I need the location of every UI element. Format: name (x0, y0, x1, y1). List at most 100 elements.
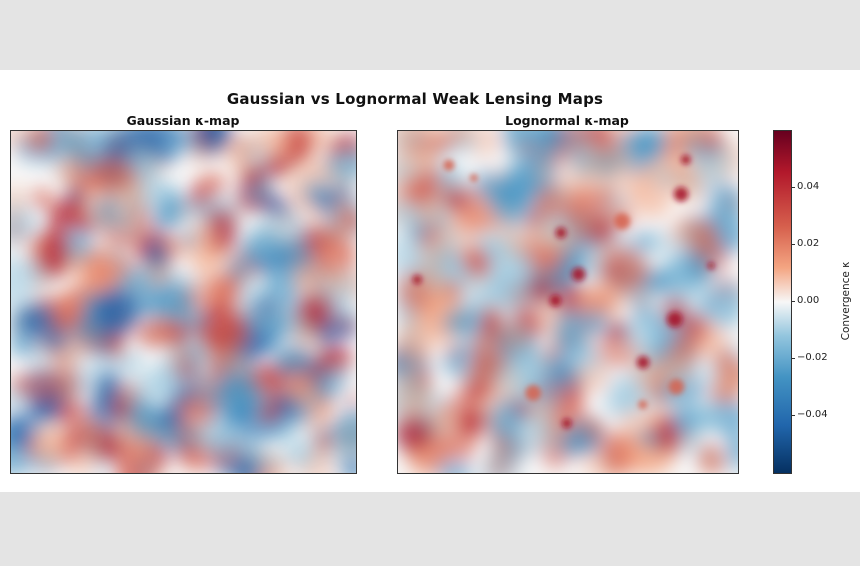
kappa-peak (638, 400, 648, 410)
gaussian-map-title: Gaussian κ-map (126, 113, 240, 128)
kappa-field-cell (199, 131, 233, 151)
kappa-field-cell (545, 356, 570, 384)
kappa-field-cell (96, 287, 140, 334)
kappa-field-cell (16, 302, 57, 331)
kappa-field-cell (137, 210, 152, 232)
kappa-field-cell (430, 136, 446, 152)
kappa-field-cell (158, 358, 193, 395)
kappa-field-cell (270, 131, 292, 161)
kappa-field-cell (398, 270, 431, 314)
kappa-field-cell (553, 184, 571, 204)
kappa-field-cell (272, 344, 315, 377)
kappa-peak (470, 174, 478, 182)
kappa-field-cell (11, 185, 26, 218)
colorbar-tick-mark (791, 187, 795, 188)
kappa-field-cell (504, 320, 532, 353)
kappa-field-cell (627, 131, 667, 163)
kappa-field-cell (686, 402, 725, 432)
kappa-field-cell (11, 412, 37, 449)
kappa-field-cell (590, 294, 612, 311)
kappa-field-cell (299, 176, 333, 202)
kappa-field-cell (111, 399, 130, 421)
kappa-field-cell (433, 357, 447, 375)
kappa-field-cell (11, 335, 41, 357)
kappa-field-cell (725, 430, 738, 465)
kappa-field-cell (443, 131, 474, 144)
kappa-field-cell (691, 140, 734, 183)
kappa-peak (412, 275, 422, 285)
kappa-field-cell (163, 131, 188, 150)
kappa-field-cell (53, 155, 83, 183)
kappa-field-cell (65, 249, 93, 280)
kappa-field-cell (331, 408, 356, 451)
kappa-field-cell (408, 222, 427, 242)
kappa-field-cell (334, 148, 356, 183)
kappa-peak (681, 154, 691, 165)
figure: Gaussian vs Lognormal Weak Lensing Maps … (0, 70, 860, 492)
kappa-field-cell (326, 366, 350, 390)
kappa-field-cell (159, 190, 186, 228)
kappa-field-cell (529, 131, 566, 157)
colorbar-tick-mark (791, 244, 795, 245)
kappa-field-cell (51, 289, 86, 320)
kappa-field-cell (346, 390, 356, 408)
kappa-field-cell (62, 342, 81, 369)
kappa-field-cell (11, 373, 25, 396)
kappa-field-cell (702, 452, 726, 472)
kappa-field-cell (496, 166, 540, 206)
kappa-field-cell (125, 401, 163, 437)
kappa-field-cell (399, 177, 440, 209)
kappa-field-cell (398, 368, 434, 416)
kappa-field-cell (344, 456, 356, 473)
kappa-field-cell (634, 184, 671, 219)
kappa-field-cell (255, 291, 271, 306)
kappa-field-cell (596, 188, 616, 208)
colorbar-tick-label: 0.04 (797, 181, 820, 192)
kappa-field-cell (651, 382, 667, 404)
kappa-field-cell (152, 320, 179, 343)
kappa-field-cell (493, 444, 512, 461)
kappa-field-cell (714, 361, 738, 402)
kappa-peak (549, 294, 562, 307)
colorbar-tick-label: −0.02 (797, 352, 828, 363)
kappa-field-cell (562, 310, 593, 334)
lognormal-map-title: Lognormal κ-map (505, 113, 629, 128)
kappa-field-cell (636, 429, 658, 444)
colorbar-tick-label: −0.04 (797, 409, 828, 420)
kappa-field-cell (253, 416, 283, 444)
kappa-peak (673, 186, 689, 202)
kappa-field-cell (336, 209, 356, 228)
kappa-field-cell (402, 237, 421, 257)
kappa-field-cell (479, 380, 495, 399)
kappa-field-cell (685, 357, 702, 380)
colorbar-tick-mark (791, 415, 795, 416)
kappa-field-cell (436, 460, 472, 473)
colorbar-tick-label: 0.02 (797, 238, 820, 249)
kappa-field-cell (634, 231, 654, 250)
kappa-field-cell (152, 284, 195, 324)
kappa-field-cell (482, 308, 501, 332)
kappa-field-cell (36, 225, 70, 277)
kappa-field-cell (470, 355, 494, 386)
kappa-field-cell (482, 237, 510, 265)
kappa-field-cell (313, 431, 334, 454)
kappa-field-cell (459, 407, 487, 437)
figure-title: Gaussian vs Lognormal Weak Lensing Maps (226, 90, 604, 108)
kappa-field-cell (635, 334, 663, 375)
kappa-field-cell (157, 403, 184, 432)
kappa-field-cell (107, 339, 126, 360)
kappa-field-cell (32, 429, 69, 469)
kappa-field-cell (398, 319, 435, 363)
kappa-field-cell (123, 350, 144, 374)
kappa-field-cell (581, 417, 606, 442)
colorbar-tick-label: 0.00 (797, 295, 820, 306)
kappa-field-cell (286, 376, 314, 408)
kappa-peak (555, 227, 567, 239)
kappa-field-cell (717, 208, 738, 232)
colorbar-label: Convergence κ (840, 261, 852, 341)
kappa-field-cell (204, 274, 241, 307)
kappa-peak (614, 213, 631, 230)
kappa-field-cell (606, 321, 628, 341)
kappa-field-cell (442, 187, 466, 212)
kappa-field-cell (561, 131, 593, 160)
